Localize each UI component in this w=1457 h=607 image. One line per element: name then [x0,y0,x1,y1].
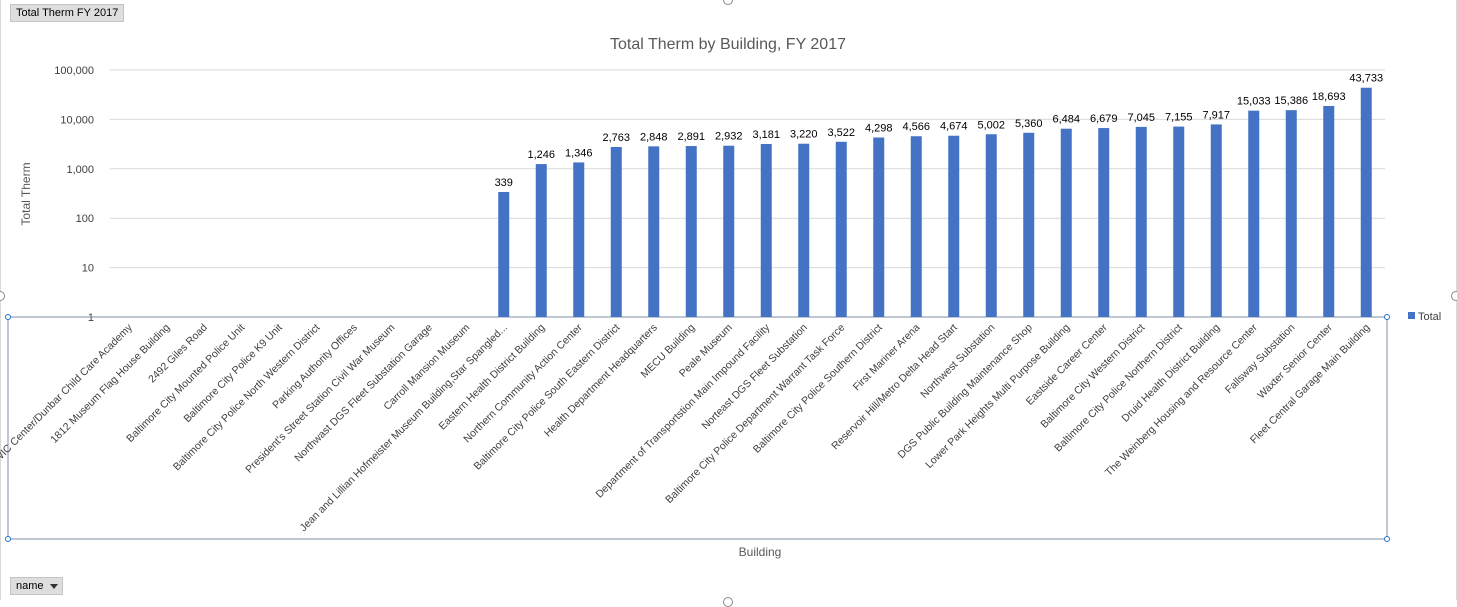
data-label: 4,298 [865,123,893,135]
data-labels: 339 1,246 1,346 2,763 2,848 2,891 2,932 3,181 3,… [495,73,1384,189]
data-label: 18,693 [1312,91,1346,103]
bars [498,87,1372,318]
x-tick-label: DGS Public Building Maintenance Shop [896,322,1035,461]
bar[interactable] [873,137,885,317]
data-label: 5,360 [1015,118,1043,130]
axis-field-label: name [16,580,44,592]
bar[interactable] [1323,105,1335,317]
y-tick-label: 10 [82,263,94,275]
data-label: 4,566 [902,121,930,133]
bar[interactable] [498,192,510,317]
legend-swatch [1408,312,1415,319]
bar[interactable] [685,146,697,317]
data-label: 7,045 [1127,112,1155,124]
data-label: 3,220 [790,129,818,141]
data-label: 15,386 [1274,95,1308,107]
y-axis-title: Total Therm [19,162,33,225]
plot-area-selection[interactable] [7,316,1388,540]
chevron-down-icon [49,583,58,589]
y-tick-label: 1 [88,312,94,324]
bar[interactable] [1210,124,1222,317]
data-label: 2,763 [602,132,630,144]
data-label: 6,679 [1090,113,1118,125]
bar[interactable] [985,134,997,317]
bar[interactable] [723,145,735,317]
data-label: 2,932 [715,131,743,143]
data-label: 7,155 [1165,112,1193,124]
legend: Total [1408,311,1441,323]
data-label: 2,848 [640,131,668,143]
bar[interactable] [910,136,922,317]
y-tick-label: 1,000 [66,164,94,176]
data-label: 6,484 [1052,114,1080,126]
bar[interactable] [835,141,847,317]
resize-handle-right[interactable] [1451,291,1457,301]
pivot-filter-field-button[interactable]: Total Therm FY 2017 [10,4,125,22]
data-label: 339 [495,177,513,189]
x-tick-label: Department of Transportstion Main Impoun… [593,321,772,500]
bar[interactable] [760,143,772,317]
data-label: 5,002 [977,119,1005,131]
bar[interactable] [1248,110,1260,317]
bar[interactable] [1098,128,1110,317]
data-label: 4,674 [940,121,968,133]
chart-title: Total Therm by Building, FY 2017 [610,36,846,53]
bar[interactable] [1060,128,1072,317]
bar[interactable] [1023,132,1035,317]
x-tick-label: First Mariner Arena [851,322,923,394]
selection-handle-bottom-left[interactable] [5,536,11,542]
bar[interactable] [573,162,585,317]
pivot-axis-field-button[interactable]: name [10,577,63,595]
x-tick-label: Fallsway Substation [1223,322,1298,397]
y-axis-tick-labels: 1 10 100 1,000 10,000 100,000 [54,65,94,324]
selection-handle-top-right[interactable] [1384,314,1390,320]
data-label: 43,733 [1349,73,1383,85]
data-label: 15,033 [1237,96,1271,108]
data-label: 2,891 [677,131,705,143]
x-axis-title: Building [739,545,782,559]
bar[interactable] [1135,126,1147,318]
y-tick-label: 10,000 [60,114,94,126]
data-label: 3,181 [752,129,780,141]
x-tick-label: WIC Center/Dunbar Child Care Academy [0,321,135,465]
data-label: 3,522 [827,127,855,139]
gridlines [110,69,1385,318]
selection-handle-bottom-right[interactable] [1384,536,1390,542]
bar[interactable] [535,164,547,317]
selection-handle-top-left[interactable] [5,314,11,320]
legend-label: Total [1418,311,1441,323]
bar[interactable] [1360,87,1372,317]
bar[interactable] [648,146,660,317]
x-axis-tick-labels: WIC Center/Dunbar Child Care Academy1812… [0,321,1372,534]
x-tick-label: Northwast DGS Fleet Substation Garage [292,322,435,465]
bar[interactable] [948,135,960,317]
y-tick-label: 100,000 [54,65,94,77]
bar[interactable] [1285,110,1297,317]
data-label: 1,346 [565,147,593,159]
y-tick-label: 100 [76,213,94,225]
data-label: 7,917 [1202,109,1230,121]
bar[interactable] [798,143,810,317]
bar[interactable] [1173,126,1185,318]
bar[interactable] [610,146,622,317]
x-tick-label: Baltimore City Police Department Warrant… [663,322,847,506]
data-label: 1,246 [527,149,555,161]
